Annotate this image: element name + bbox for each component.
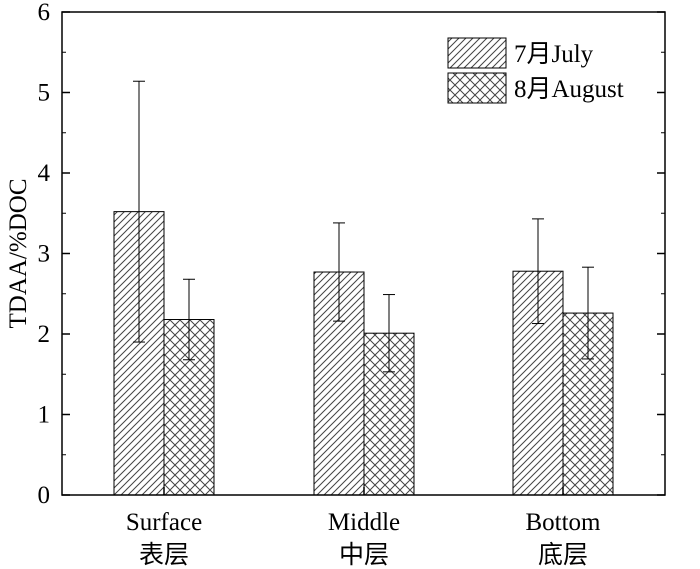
- y-tick-label-2: 2: [38, 321, 51, 348]
- x-category-label-en-0: Surface: [126, 509, 202, 536]
- y-tick-label-1: 1: [38, 402, 51, 429]
- legend-label-0: 7月July: [514, 41, 594, 68]
- legend-swatch-1: [447, 72, 507, 104]
- x-category-label-en-2: Bottom: [525, 509, 601, 536]
- y-tick-label-4: 4: [38, 160, 51, 187]
- y-tick-label-6: 6: [38, 0, 51, 26]
- y-axis-title: TDAA/%DOC: [5, 179, 32, 329]
- axes-layer: [61, 11, 666, 496]
- x-category-label-zh-1: 中层: [339, 541, 389, 569]
- x-category-label-zh-0: 表层: [139, 541, 189, 569]
- legend-label-1: 8月August: [514, 76, 624, 103]
- x-category-label-zh-2: 底层: [538, 541, 588, 569]
- legend: 7月July 8月August: [447, 37, 624, 104]
- legend-swatch-0: [447, 37, 507, 69]
- x-category-label-en-1: Middle: [328, 509, 400, 536]
- y-tick-label-5: 5: [38, 80, 51, 107]
- y-tick-label-0: 0: [38, 482, 51, 509]
- y-tick-label-3: 3: [38, 241, 51, 268]
- labels-layer: 0 1 2 3 4 5 6 Surface 表层 Middle 中层 Bottom 底层 TDAA/%DO…: [5, 0, 601, 569]
- error-bars-layer: [133, 80, 594, 373]
